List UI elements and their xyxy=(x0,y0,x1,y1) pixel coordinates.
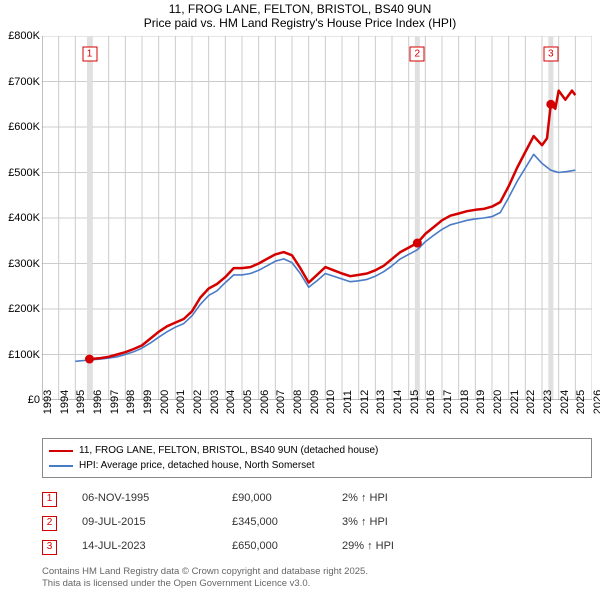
sale-marker-label: 2 xyxy=(410,47,425,62)
title-address: 11, FROG LANE, FELTON, BRISTOL, BS40 9UN xyxy=(0,2,600,16)
x-tick-label: 2022 xyxy=(525,390,537,414)
x-tick-label: 2011 xyxy=(342,390,354,414)
x-tick-label: 2019 xyxy=(475,390,487,414)
legend-swatch xyxy=(49,465,73,467)
x-tick-label: 2012 xyxy=(359,390,371,414)
x-tick-label: 2006 xyxy=(259,390,271,414)
x-tick-label: 2003 xyxy=(209,390,221,414)
legend-item: 11, FROG LANE, FELTON, BRISTOL, BS40 9UN… xyxy=(49,443,585,458)
x-tick-label: 2013 xyxy=(375,390,387,414)
legend-label: HPI: Average price, detached house, Nort… xyxy=(79,458,315,473)
table-marker-box: 2 xyxy=(42,516,57,531)
x-tick-label: 2005 xyxy=(242,390,254,414)
legend-swatch xyxy=(49,450,73,452)
x-tick-label: 2020 xyxy=(492,390,504,414)
x-tick-label: 2002 xyxy=(192,390,204,414)
x-tick-label: 1997 xyxy=(109,390,121,414)
table-date: 09-JUL-2015 xyxy=(82,510,232,534)
y-tick-label: £0 xyxy=(28,394,40,406)
table-marker-box: 3 xyxy=(42,540,57,555)
x-tick-label: 2023 xyxy=(542,390,554,414)
x-tick-label: 1998 xyxy=(125,390,137,414)
x-axis-labels: 1993199419951996199719981999200020012002… xyxy=(42,400,592,436)
chart-area: £0£100K£200K£300K£400K£500K£600K£700K£80… xyxy=(42,36,592,400)
x-tick-label: 2015 xyxy=(409,390,421,414)
y-tick-label: £400K xyxy=(8,212,40,224)
footer-line2: This data is licensed under the Open Gov… xyxy=(42,578,592,590)
footer-line1: Contains HM Land Registry data © Crown c… xyxy=(42,566,592,578)
table-row: 1 06-NOV-1995£90,0002% ↑ HPI xyxy=(42,486,592,510)
table-price: £650,000 xyxy=(232,534,342,558)
sales-table: 1 06-NOV-1995£90,0002% ↑ HPI 2 09-JUL-2015£… xyxy=(42,486,592,558)
table-price: £345,000 xyxy=(232,510,342,534)
x-tick-label: 2018 xyxy=(459,390,471,414)
x-tick-label: 2026 xyxy=(592,390,600,414)
table-date: 06-NOV-1995 xyxy=(82,486,232,510)
x-tick-label: 2004 xyxy=(225,390,237,414)
x-tick-label: 2014 xyxy=(392,390,404,414)
table-date: 14-JUL-2023 xyxy=(82,534,232,558)
y-tick-label: £700K xyxy=(8,76,40,88)
sale-marker-label: 3 xyxy=(543,47,558,62)
legend: 11, FROG LANE, FELTON, BRISTOL, BS40 9UN… xyxy=(42,438,592,478)
x-tick-label: 2001 xyxy=(175,390,187,414)
x-tick-label: 1999 xyxy=(142,390,154,414)
x-tick-label: 1993 xyxy=(42,390,54,414)
y-tick-label: £300K xyxy=(8,258,40,270)
y-tick-label: £200K xyxy=(8,303,40,315)
y-tick-label: £100K xyxy=(8,349,40,361)
y-tick-label: £800K xyxy=(8,30,40,42)
footer-attribution: Contains HM Land Registry data © Crown c… xyxy=(42,566,592,590)
table-pct: 3% ↑ HPI xyxy=(342,510,422,534)
x-tick-label: 2025 xyxy=(575,390,587,414)
x-tick-label: 2007 xyxy=(275,390,287,414)
x-tick-label: 1996 xyxy=(92,390,104,414)
title-area: 11, FROG LANE, FELTON, BRISTOL, BS40 9UN… xyxy=(0,0,600,30)
x-tick-label: 2021 xyxy=(509,390,521,414)
legend-label: 11, FROG LANE, FELTON, BRISTOL, BS40 9UN… xyxy=(79,443,378,458)
y-tick-label: £600K xyxy=(8,121,40,133)
table-pct: 2% ↑ HPI xyxy=(342,486,422,510)
x-tick-label: 1994 xyxy=(59,390,71,414)
table-price: £90,000 xyxy=(232,486,342,510)
x-tick-label: 2009 xyxy=(309,390,321,414)
x-tick-label: 2024 xyxy=(559,390,571,414)
legend-item: HPI: Average price, detached house, Nort… xyxy=(49,458,585,473)
table-pct: 29% ↑ HPI xyxy=(342,534,422,558)
table-row: 3 14-JUL-2023£650,00029% ↑ HPI xyxy=(42,534,592,558)
y-tick-label: £500K xyxy=(8,167,40,179)
chart-container: 11, FROG LANE, FELTON, BRISTOL, BS40 9UN… xyxy=(0,0,600,590)
x-tick-label: 2016 xyxy=(425,390,437,414)
line-chart xyxy=(42,36,592,400)
x-tick-label: 2008 xyxy=(292,390,304,414)
x-tick-label: 2000 xyxy=(159,390,171,414)
x-tick-label: 2010 xyxy=(325,390,337,414)
x-tick-label: 1995 xyxy=(75,390,87,414)
table-row: 2 09-JUL-2015£345,0003% ↑ HPI xyxy=(42,510,592,534)
sale-marker-label: 1 xyxy=(82,47,97,62)
x-tick-label: 2017 xyxy=(442,390,454,414)
table-marker-box: 1 xyxy=(42,492,57,507)
title-subtitle: Price paid vs. HM Land Registry's House … xyxy=(0,16,600,30)
